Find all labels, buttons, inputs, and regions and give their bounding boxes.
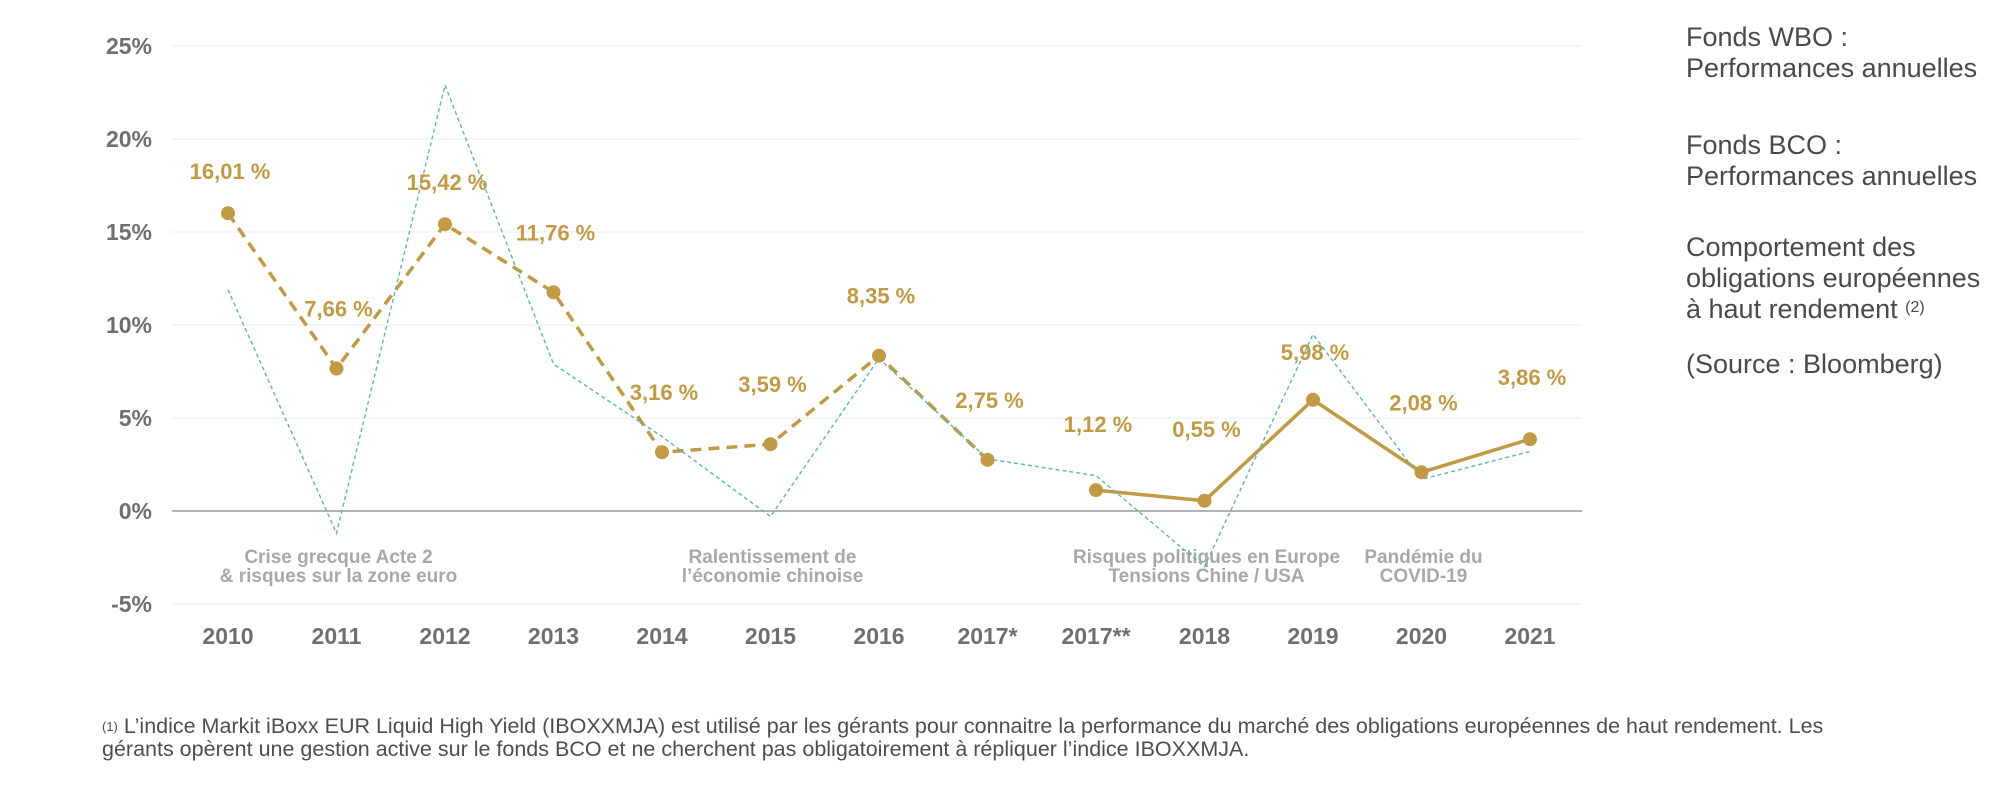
data-label: 0,55 % (1172, 417, 1241, 442)
x-tick-label: 2012 (419, 623, 470, 649)
legend-hy-line2: obligations européennes (1686, 263, 1981, 293)
legend-item-hy: Comportement des obligations européennes… (1640, 232, 2000, 325)
data-label: 11,76 % (516, 220, 596, 245)
event-annotation: Risques politiques en Europe (1073, 547, 1340, 568)
legend-hy-line3: à haut rendement (2) (1686, 294, 2000, 325)
y-tick-label: 10% (106, 312, 152, 338)
legend-item-bco: Fonds BCO : Performances annuelles (1640, 130, 2000, 192)
data-label: 15,42 % (407, 170, 488, 195)
x-tick-label: 2016 (853, 623, 904, 649)
legend: Fonds WBO : Performances annuelles Fonds… (1640, 22, 2000, 380)
legend-label-wbo: Fonds WBO : Performances annuelles (1686, 22, 2000, 84)
data-label: 3,86 % (1498, 365, 1567, 390)
line-chart: 25% 20% 15% 10% 5% 0% -5% 2010 2011 2012 2013 2014 2… (106, 33, 1582, 649)
legend-hy-sup: (2) (1905, 299, 1925, 316)
y-tick-label: 0% (119, 498, 152, 524)
x-tick-label: 2011 (312, 623, 362, 649)
footnote-text: L’indice Markit iBoxx EUR Liquid High Yi… (102, 714, 1824, 761)
legend-wbo-line2: Performances annuelles (1686, 53, 1978, 83)
footnote: (1) L’indice Markit iBoxx EUR Liquid Hig… (102, 715, 1892, 761)
data-point (329, 361, 344, 376)
event-annotation: Tensions Chine / USA (1108, 566, 1304, 587)
data-point (655, 445, 669, 460)
data-point (1523, 432, 1537, 447)
data-label: 16,01 % (190, 159, 271, 184)
legend-wbo-line1: Fonds WBO : (1686, 22, 1849, 52)
legend-label-bco: Fonds BCO : Performances annuelles (1686, 130, 2000, 192)
y-tick-label: -5% (111, 591, 152, 617)
data-label: 5,98 % (1281, 340, 1350, 365)
data-point (221, 206, 235, 221)
legend-item-wbo: Fonds WBO : Performances annuelles (1640, 22, 2000, 84)
x-tick-label: 2013 (528, 623, 579, 649)
y-tick-label: 15% (106, 219, 152, 245)
event-annotation: & risques sur la zone euro (220, 566, 458, 587)
legend-bco-line1: Fonds BCO : (1686, 130, 1843, 160)
series-line-bco (1095, 397, 1531, 503)
x-tick-label: 2019 (1287, 623, 1338, 649)
data-label: 3,59 % (738, 372, 807, 397)
event-annotation: Pandémie du (1364, 547, 1482, 568)
y-tick-label: 25% (106, 33, 152, 59)
data-point (1089, 483, 1103, 498)
legend-label-hy: Comportement des obligations européennes… (1686, 232, 2000, 325)
data-point (438, 217, 452, 232)
data-point (546, 285, 561, 300)
event-annotation: Crise grecque Acte 2 (244, 547, 432, 568)
x-tick-label: 2015 (745, 623, 796, 649)
legend-hy-line1: Comportement des (1686, 232, 1916, 262)
data-point (1414, 465, 1429, 480)
x-tick-label: 2010 (202, 623, 253, 649)
legend-hy-line3-text: à haut rendement (1686, 294, 1898, 324)
event-annotation: COVID-19 (1380, 566, 1468, 587)
x-tick-label: 2017* (957, 623, 1017, 649)
x-tick-label: 2020 (1396, 623, 1447, 649)
data-label: 1,12 % (1064, 412, 1133, 437)
data-label: 3,16 % (630, 380, 699, 405)
event-annotation: Ralentissement de (689, 547, 857, 568)
data-label: 2,75 % (955, 388, 1024, 413)
data-point (1306, 392, 1320, 407)
series-line-wbo (226, 212, 989, 462)
x-tick-label: 2021 (1504, 623, 1555, 649)
y-tick-label: 5% (119, 405, 152, 431)
source-note: (Source : Bloomberg) (1686, 349, 1943, 379)
data-point (980, 452, 995, 467)
data-label: 2,08 % (1389, 390, 1458, 415)
data-label: 7,66 % (304, 297, 373, 322)
y-tick-label: 20% (106, 126, 152, 152)
data-point (1197, 493, 1212, 508)
x-tick-label: 2017** (1061, 623, 1130, 649)
series-line-high-yield (227, 82, 1531, 568)
x-tick-label: 2014 (636, 623, 687, 649)
data-point (872, 348, 886, 363)
legend-bco-line2: Performances annuelles (1686, 161, 1978, 191)
footnote-marker: (1) (102, 719, 118, 734)
data-point (763, 437, 778, 452)
x-tick-label: 2018 (1179, 623, 1230, 649)
data-label: 8,35 % (847, 284, 916, 309)
event-annotation: l’économie chinoise (682, 566, 864, 587)
